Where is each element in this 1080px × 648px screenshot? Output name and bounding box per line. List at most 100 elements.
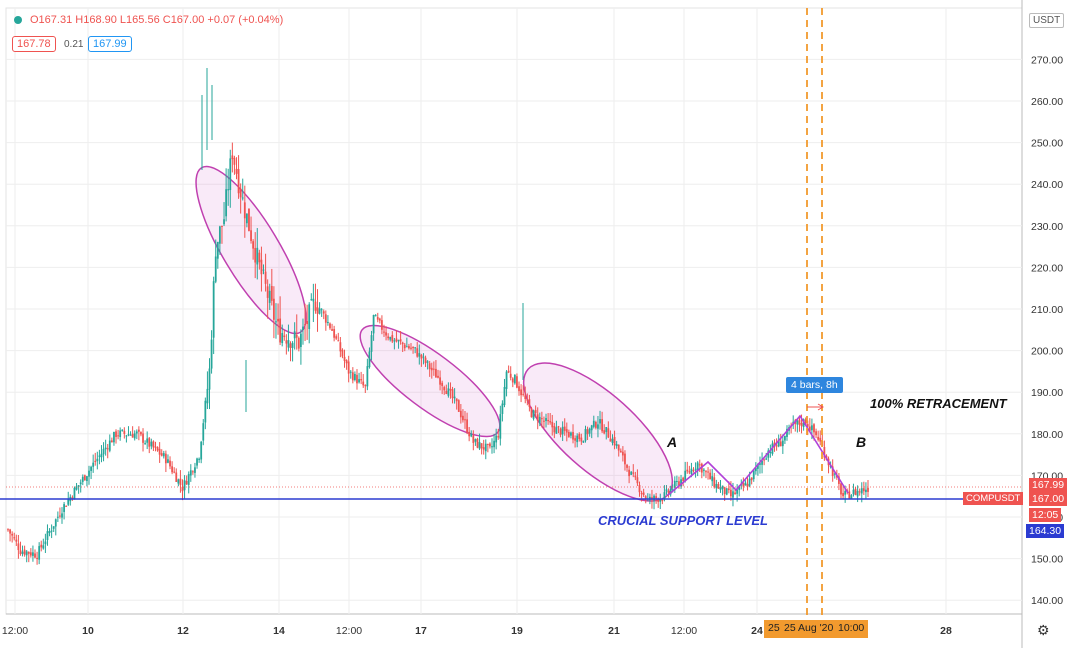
candle-body: [848, 491, 851, 499]
candle-body: [146, 438, 149, 443]
candle-body: [700, 463, 703, 473]
candle-body: [447, 388, 450, 396]
candle-body: [430, 367, 433, 371]
candle-body: [356, 374, 358, 384]
candle-body: [495, 435, 498, 443]
candle-body: [462, 415, 464, 421]
time-tick-label: 12:00: [671, 625, 697, 637]
candle-body: [422, 356, 425, 358]
candle-body: [611, 438, 614, 444]
candle-body: [572, 432, 574, 440]
candle-body: [339, 342, 342, 352]
candle-body: [729, 489, 732, 497]
candle-body: [615, 443, 618, 447]
candle-body: [451, 389, 454, 399]
bars-range-badge: 4 bars, 8h: [786, 377, 843, 393]
ask-price-tag: 167.99: [1029, 478, 1068, 492]
candle-body: [293, 331, 296, 339]
candle-body: [624, 453, 626, 465]
candle-body: [696, 462, 699, 471]
candle-body: [752, 470, 755, 480]
candle-body: [308, 304, 311, 330]
candle-body: [617, 444, 620, 451]
candle-body: [742, 483, 745, 487]
range-arrow-head: [817, 403, 824, 411]
candle-body: [711, 476, 714, 482]
candle-body: [609, 438, 612, 442]
candle-body: [73, 487, 76, 500]
candle-body: [493, 440, 495, 448]
candle-body: [405, 346, 408, 348]
candle-body: [748, 478, 751, 486]
candle-body: [698, 464, 701, 466]
candle-body: [349, 371, 352, 373]
time-tick-label: 17: [415, 625, 427, 637]
price-axis[interactable]: 140.00150.00160.00170.00180.00190.00200.…: [1031, 54, 1063, 607]
candle-body: [459, 410, 462, 418]
low-value: L165.56: [119, 14, 160, 26]
candle-body: [717, 484, 720, 489]
candle-body: [34, 553, 36, 558]
candle-body: [148, 438, 151, 447]
candle-body: [428, 363, 431, 370]
candle-body: [125, 435, 128, 437]
candle-body: [154, 446, 157, 448]
candle-body: [98, 455, 101, 457]
candle-body: [173, 471, 176, 473]
candle-body: [784, 435, 786, 441]
candle-body: [642, 492, 645, 495]
candle-body: [150, 441, 153, 447]
candle-body: [372, 314, 375, 334]
time-tick-label: 12:00: [2, 625, 28, 637]
candle-body: [578, 433, 581, 440]
candle-body: [644, 496, 647, 499]
candle-body: [48, 531, 51, 534]
candle-body: [811, 425, 813, 431]
buy-price-button[interactable]: 167.99: [88, 36, 132, 52]
candle-body: [46, 531, 49, 541]
candle-body: [381, 320, 383, 330]
currency-label[interactable]: USDT: [1029, 13, 1065, 28]
candle-body: [551, 421, 554, 428]
candle-body: [754, 467, 757, 472]
candle-body: [426, 361, 429, 363]
candle-body: [435, 368, 437, 378]
point-a-label: A: [667, 434, 678, 450]
candle-body: [233, 157, 236, 165]
candle-body: [738, 486, 741, 490]
candle-body: [121, 429, 124, 431]
candle-body: [158, 448, 161, 455]
candle-body: [202, 423, 205, 441]
candle-body: [302, 326, 304, 330]
candle-body: [464, 419, 466, 421]
trend-ellipses: [195, 165, 674, 502]
candle-body: [383, 331, 385, 333]
candle-body: [324, 314, 327, 323]
candle-body: [94, 460, 97, 462]
candle-body: [343, 356, 346, 361]
candle-body: [638, 484, 641, 493]
candle-body: [480, 443, 483, 449]
candle-body: [264, 271, 267, 284]
candle-body: [815, 431, 817, 436]
countdown-tag: 12:05: [1029, 508, 1062, 522]
candle-body: [100, 453, 103, 458]
candle-body: [196, 458, 198, 466]
retracement-annotation: 100% RETRACEMENT: [870, 396, 1007, 411]
time-axis[interactable]: 12:00 10 12 14 12:00 17 19 21 12:00 24 28: [2, 625, 952, 637]
candle-body: [376, 317, 379, 320]
candle-body: [260, 259, 263, 275]
candle-body: [526, 399, 529, 401]
candle-body: [860, 488, 863, 494]
candle-body: [241, 197, 244, 199]
sell-price-button[interactable]: 167.78: [12, 36, 56, 52]
candle-body: [86, 476, 88, 481]
candle-body: [528, 399, 531, 407]
time-tick-label: 28: [940, 625, 952, 637]
candles: [7, 68, 869, 565]
price-tick-label: 180.00: [1031, 429, 1063, 441]
settings-gear-icon[interactable]: ⚙: [1037, 622, 1050, 638]
ohlc-legend: O167.31 H168.90 L165.56 C167.00 +0.07 (+…: [14, 14, 283, 26]
candle-body: [50, 530, 53, 532]
